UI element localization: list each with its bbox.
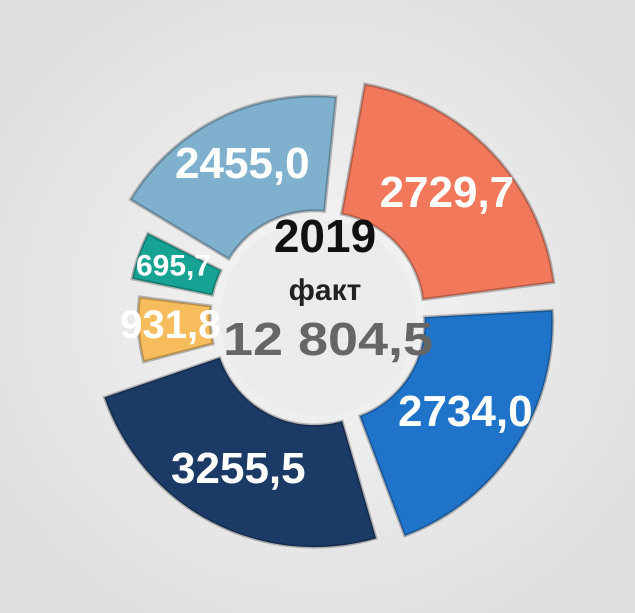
- value-label: 931,8: [120, 303, 220, 347]
- segment: [357, 308, 555, 538]
- value-label: 695,7: [136, 250, 211, 283]
- segment: [128, 94, 338, 262]
- value-label: 2729,7: [380, 168, 515, 217]
- segment: [136, 295, 216, 364]
- segment: [130, 231, 224, 298]
- value-label: 3255,5: [171, 444, 306, 493]
- center-year: 2019: [274, 210, 376, 262]
- center-note: факт: [289, 274, 362, 307]
- value-label: 2455,0: [175, 139, 310, 188]
- center-total: 12 804,5: [223, 313, 433, 365]
- center-hole: [220, 220, 416, 416]
- value-label: 2734,0: [398, 387, 533, 436]
- segment: [339, 82, 556, 302]
- segment: [102, 355, 378, 549]
